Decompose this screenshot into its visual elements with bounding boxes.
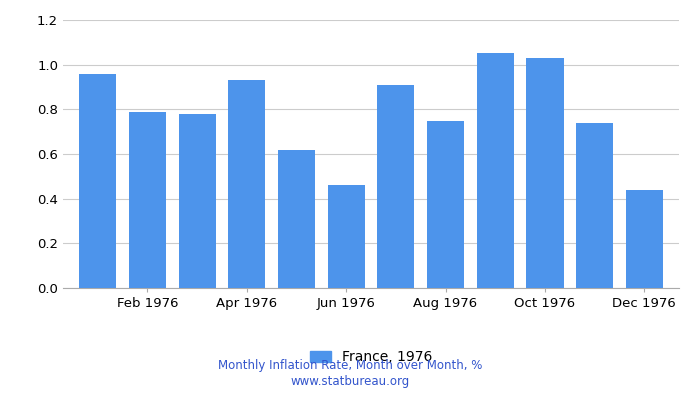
- Bar: [526, 58, 564, 288]
- Bar: [278, 150, 315, 288]
- Legend: France, 1976: France, 1976: [303, 343, 439, 371]
- Bar: [477, 54, 514, 288]
- Bar: [328, 185, 365, 288]
- Bar: [79, 74, 116, 288]
- Text: Monthly Inflation Rate, Month over Month, %: Monthly Inflation Rate, Month over Month…: [218, 360, 482, 372]
- Bar: [228, 80, 265, 288]
- Text: www.statbureau.org: www.statbureau.org: [290, 376, 410, 388]
- Bar: [626, 190, 663, 288]
- Bar: [178, 114, 216, 288]
- Bar: [129, 112, 166, 288]
- Bar: [427, 120, 464, 288]
- Bar: [576, 123, 613, 288]
- Bar: [377, 85, 414, 288]
